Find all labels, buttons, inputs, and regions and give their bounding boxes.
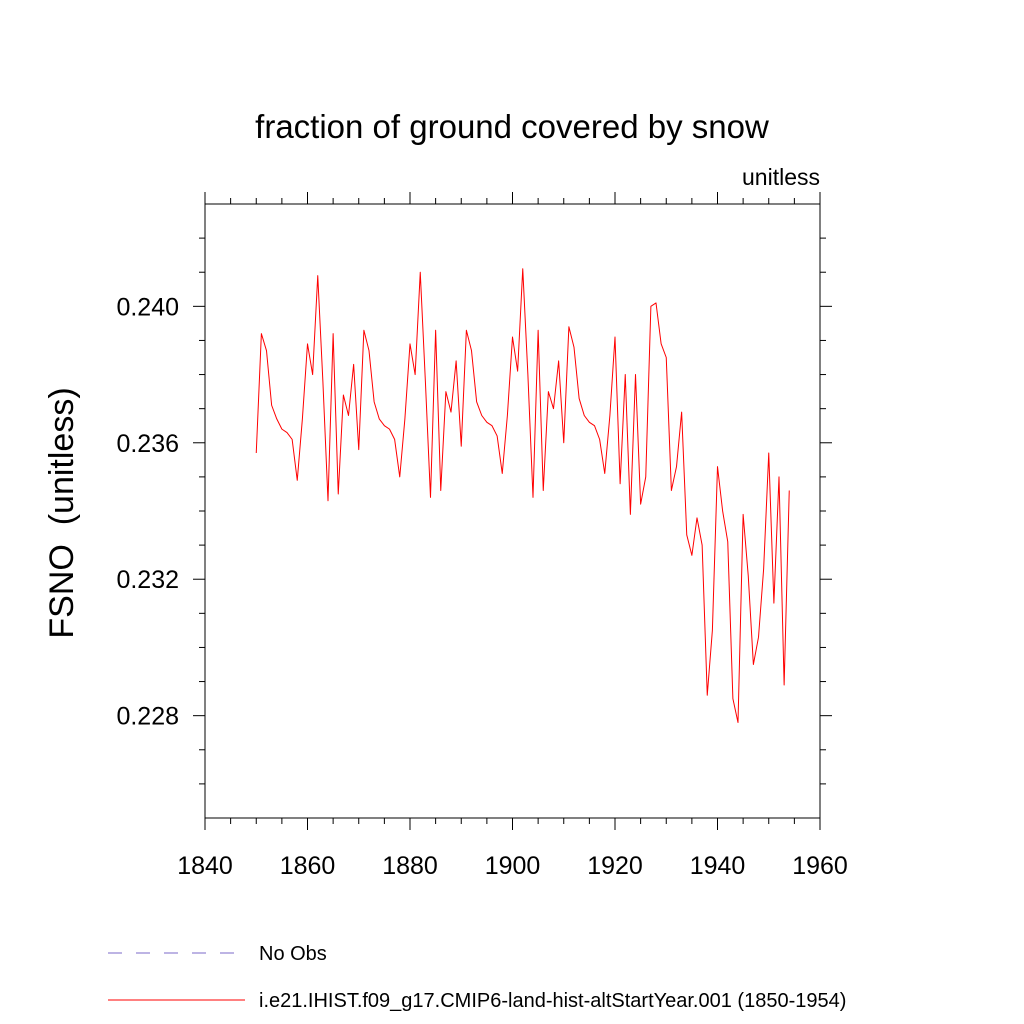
series-line <box>255 268 790 723</box>
series-group <box>255 268 790 723</box>
legend-label-no-obs: No Obs <box>259 943 327 965</box>
x-tick-label: 1960 <box>792 852 848 880</box>
x-tick-label: 1880 <box>382 852 438 880</box>
y-tick-label: 0.228 <box>116 703 179 731</box>
legend-label-model: i.e21.IHIST.f09_g17.CMIP6-land-hist-altS… <box>259 990 846 1012</box>
x-tick-label: 1860 <box>280 852 336 880</box>
x-tick-label: 1900 <box>485 852 541 880</box>
axis-ticks <box>193 192 832 830</box>
y-tick-label: 0.232 <box>116 566 179 594</box>
y-tick-labels: 0.228 0.232 0.236 0.240 <box>116 293 179 730</box>
x-tick-label: 1840 <box>177 852 233 880</box>
y-tick-label: 0.236 <box>116 430 179 458</box>
chart-subtitle: unitless <box>742 164 820 190</box>
y-tick-label: 0.240 <box>116 293 179 321</box>
chart-title: fraction of ground covered by snow <box>255 108 769 145</box>
plot-frame <box>204 203 821 819</box>
legend: No Obs i.e21.IHIST.f09_g17.CMIP6-land-hi… <box>108 943 846 1012</box>
y-axis-label: FSNO (unitless) <box>43 387 81 638</box>
x-tick-labels: 1840 1860 1880 1900 1920 1940 1960 <box>177 852 848 880</box>
x-tick-label: 1940 <box>690 852 746 880</box>
x-tick-label: 1920 <box>587 852 643 880</box>
